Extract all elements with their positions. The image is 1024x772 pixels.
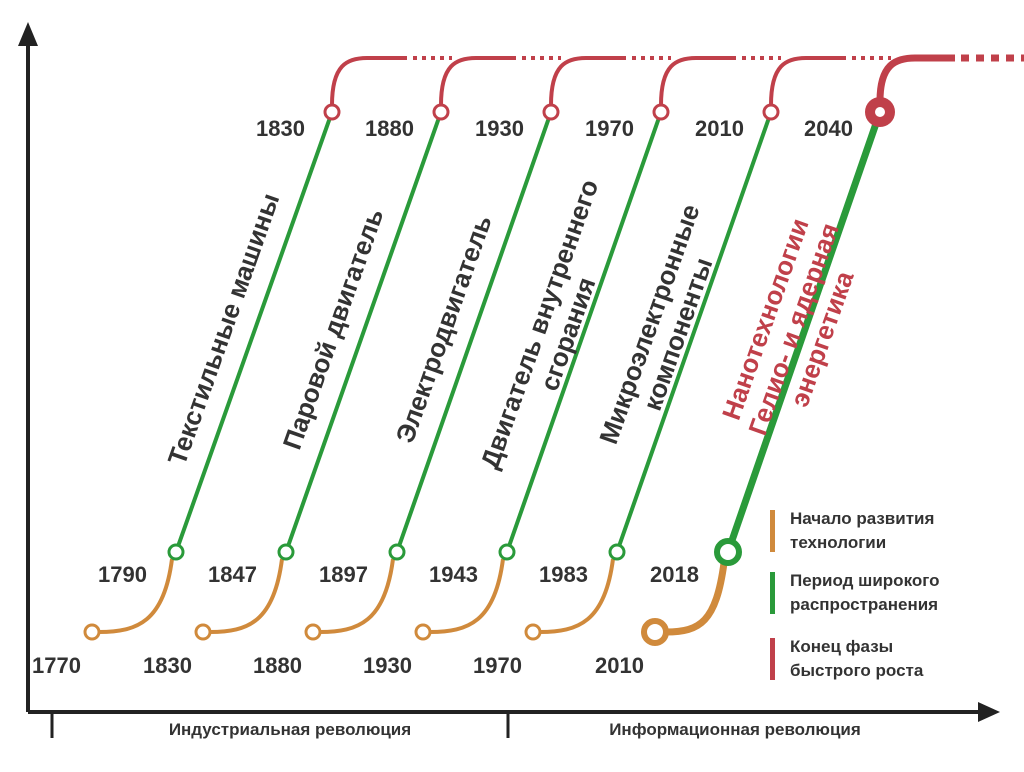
end-node-core — [875, 107, 885, 117]
end-node — [542, 103, 560, 121]
start-curve — [539, 558, 615, 634]
start-curve — [209, 558, 284, 634]
end-node — [762, 103, 780, 121]
spread-node — [714, 538, 742, 566]
spread-line — [724, 110, 884, 554]
end-node — [323, 103, 341, 121]
start-curve — [319, 558, 395, 634]
start-curve — [665, 562, 728, 636]
spread-year: 1790 — [98, 562, 147, 587]
end-year: 2010 — [695, 116, 744, 141]
axis-segment-label: Индустриальная революция — [169, 720, 411, 739]
end-curve — [549, 56, 626, 106]
start-year: 1770 — [32, 653, 81, 678]
start-year: 1880 — [253, 653, 302, 678]
end-node — [652, 103, 670, 121]
spread-line — [174, 111, 334, 553]
start-node — [83, 623, 101, 641]
end-year: 1970 — [585, 116, 634, 141]
legend-label: Начало развития — [790, 509, 934, 528]
spread-year: 1943 — [429, 562, 478, 587]
spread-year: 1847 — [208, 562, 257, 587]
legend-label: Конец фазы — [790, 637, 893, 656]
start-node — [414, 623, 432, 641]
y-arrow — [18, 22, 38, 46]
axis-segment-label: Информационная революция — [609, 720, 861, 739]
end-curve — [769, 56, 846, 106]
spread-node — [608, 543, 626, 561]
spread-line — [284, 111, 443, 553]
start-curve — [429, 558, 505, 634]
spread-line — [505, 111, 663, 553]
legend-swatch — [770, 572, 775, 614]
legend-swatch — [770, 510, 775, 552]
end-curve — [439, 56, 516, 106]
end-node — [432, 103, 450, 121]
spread-node — [388, 543, 406, 561]
technology-label: Текстильные машины — [162, 189, 286, 469]
end-curve — [330, 56, 407, 106]
end-year: 1830 — [256, 116, 305, 141]
legend-label: технологии — [790, 533, 886, 552]
end-curve — [659, 56, 736, 106]
start-node — [641, 618, 669, 646]
end-curve — [876, 54, 955, 102]
spread-node — [498, 543, 516, 561]
end-year: 1930 — [475, 116, 524, 141]
spread-year: 2018 — [650, 562, 699, 587]
start-curve — [98, 558, 174, 634]
start-node — [304, 623, 322, 641]
start-node — [524, 623, 542, 641]
spread-year: 1897 — [319, 562, 368, 587]
start-year: 1930 — [363, 653, 412, 678]
legend-swatch — [770, 638, 775, 680]
spread-line — [615, 111, 773, 553]
end-year: 1880 — [365, 116, 414, 141]
start-node — [194, 623, 212, 641]
x-arrow — [978, 702, 1000, 722]
legend-label: распространения — [790, 595, 938, 614]
end-year: 2040 — [804, 116, 853, 141]
spread-node — [277, 543, 295, 561]
legend-label: быстрого роста — [790, 661, 924, 680]
legend-label: Период широкого — [790, 571, 939, 590]
spread-node — [167, 543, 185, 561]
start-year: 1970 — [473, 653, 522, 678]
technology-label: Электродвигатель — [389, 211, 497, 446]
start-year: 2010 — [595, 653, 644, 678]
spread-year: 1983 — [539, 562, 588, 587]
spread-line — [395, 111, 553, 553]
start-year: 1830 — [143, 653, 192, 678]
